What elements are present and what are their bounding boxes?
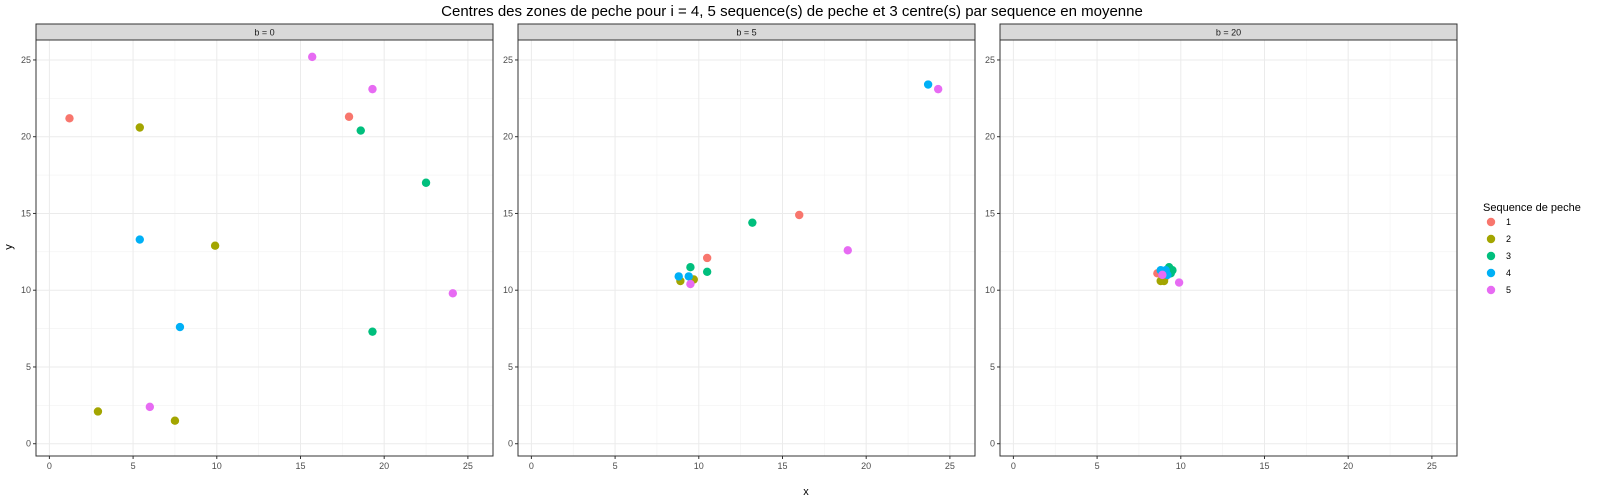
- data-point-seq-5: [1174, 278, 1184, 287]
- data-point-seq-3: [686, 262, 695, 272]
- x-tick-label: 10: [1176, 461, 1186, 471]
- facet-panels: b = 0 0 5 10 15 20 25 0 5 10 15 20 25 b = 5 0 5 10 15 20 25…: [21, 23, 1458, 471]
- y-tick-label: 5: [26, 362, 31, 372]
- x-tick-label: 5: [613, 461, 618, 471]
- x-tick-label: 15: [1259, 461, 1269, 471]
- legend-key-1: [1486, 217, 1496, 227]
- data-point-seq-2: [210, 241, 220, 250]
- y-tick-label: 25: [503, 55, 513, 65]
- x-tick-label: 20: [379, 461, 389, 471]
- x-tick-label: 15: [777, 461, 787, 471]
- facet-strip-label: b = 5: [736, 28, 756, 38]
- y-tick-label: 10: [503, 285, 513, 295]
- y-tick-label: 25: [21, 55, 31, 65]
- data-point-seq-4: [684, 272, 693, 281]
- data-point-seq-5: [686, 279, 695, 289]
- legend-key-2: [1486, 234, 1496, 244]
- facet-strip: [999, 23, 1458, 41]
- data-point-seq-3: [748, 218, 757, 227]
- x-tick-label: 5: [131, 461, 136, 471]
- y-tick-label: 20: [985, 132, 995, 142]
- legend-label-5: 5: [1506, 285, 1511, 295]
- x-tick-label: 10: [694, 461, 704, 471]
- data-point-seq-3: [421, 178, 431, 187]
- facet-strip-label: b = 20: [1216, 28, 1241, 38]
- y-axis-title: y: [3, 244, 15, 250]
- y-tick-label: 0: [508, 439, 513, 449]
- y-tick-label: 25: [985, 55, 995, 65]
- y-tick-label: 15: [21, 208, 31, 218]
- data-point-seq-1: [702, 253, 712, 263]
- legend-label-3: 3: [1506, 251, 1511, 261]
- y-tick-label: 10: [21, 285, 31, 295]
- facet-strip: [35, 23, 494, 41]
- y-tick-label: 15: [503, 208, 513, 218]
- x-tick-label: 20: [861, 461, 871, 471]
- data-point-seq-5: [843, 246, 852, 255]
- x-tick-label: 20: [1343, 461, 1353, 471]
- y-tick-label: 20: [21, 132, 31, 142]
- facet-panel: b = 5 0 5 10 15 20 25 0 5 10 15 20 25: [503, 23, 976, 471]
- legend-key-3: [1486, 251, 1496, 261]
- legend-label-1: 1: [1506, 217, 1511, 227]
- data-point-seq-4: [923, 80, 933, 89]
- panel-background: [1000, 40, 1457, 456]
- x-tick-label: 15: [295, 461, 305, 471]
- x-tick-label: 5: [1095, 461, 1100, 471]
- legend-key-5: [1486, 285, 1496, 295]
- x-tick-label: 0: [529, 461, 534, 471]
- y-tick-label: 20: [503, 132, 513, 142]
- legend-label-2: 2: [1506, 234, 1511, 244]
- panel-background: [518, 40, 975, 456]
- data-point-seq-4: [674, 272, 683, 281]
- data-point-seq-3: [368, 327, 377, 336]
- data-point-seq-5: [448, 289, 458, 298]
- y-tick-label: 0: [26, 439, 31, 449]
- y-tick-label: 15: [985, 208, 995, 218]
- data-point-seq-1: [65, 114, 74, 123]
- data-point-seq-5: [145, 402, 155, 412]
- data-point-seq-2: [170, 416, 180, 425]
- y-tick-label: 0: [990, 439, 995, 449]
- data-point-seq-5: [368, 84, 377, 94]
- y-tick-label: 5: [990, 362, 995, 372]
- x-tick-label: 0: [1011, 461, 1016, 471]
- x-tick-label: 25: [945, 461, 955, 471]
- data-point-seq-5: [308, 52, 317, 62]
- facet-strip-label: b = 0: [254, 28, 274, 38]
- data-point-seq-4: [135, 235, 144, 244]
- data-point-seq-5: [1158, 270, 1167, 280]
- facet-panel: b = 20 0 5 10 15 20 25 0 5 10 15 20 25: [985, 23, 1458, 471]
- y-tick-label: 10: [985, 285, 995, 295]
- data-point-seq-3: [702, 267, 712, 276]
- panel-background: [36, 40, 493, 456]
- data-point-seq-1: [795, 210, 804, 220]
- x-tick-label: 10: [212, 461, 222, 471]
- y-tick-label: 5: [508, 362, 513, 372]
- data-point-seq-2: [135, 123, 144, 132]
- facet-strip: [517, 23, 976, 41]
- legend-title: Sequence de peche: [1483, 202, 1581, 214]
- data-point-seq-1: [344, 112, 354, 121]
- x-axis-title: x: [803, 486, 809, 498]
- x-tick-label: 25: [1427, 461, 1437, 471]
- data-point-seq-3: [356, 126, 365, 135]
- data-point-seq-4: [175, 322, 185, 332]
- x-tick-label: 0: [47, 461, 52, 471]
- x-tick-label: 25: [463, 461, 473, 471]
- legend-label-4: 4: [1506, 268, 1511, 278]
- facet-panel: b = 0 0 5 10 15 20 25 0 5 10 15 20 25: [21, 23, 494, 471]
- chart-title: Centres des zones de peche pour i = 4, 5…: [441, 3, 1143, 20]
- data-point-seq-2: [93, 407, 103, 416]
- legend: Sequence de peche 1 2 3 4 5: [1483, 202, 1581, 295]
- data-point-seq-5: [933, 84, 943, 94]
- legend-key-4: [1486, 268, 1496, 278]
